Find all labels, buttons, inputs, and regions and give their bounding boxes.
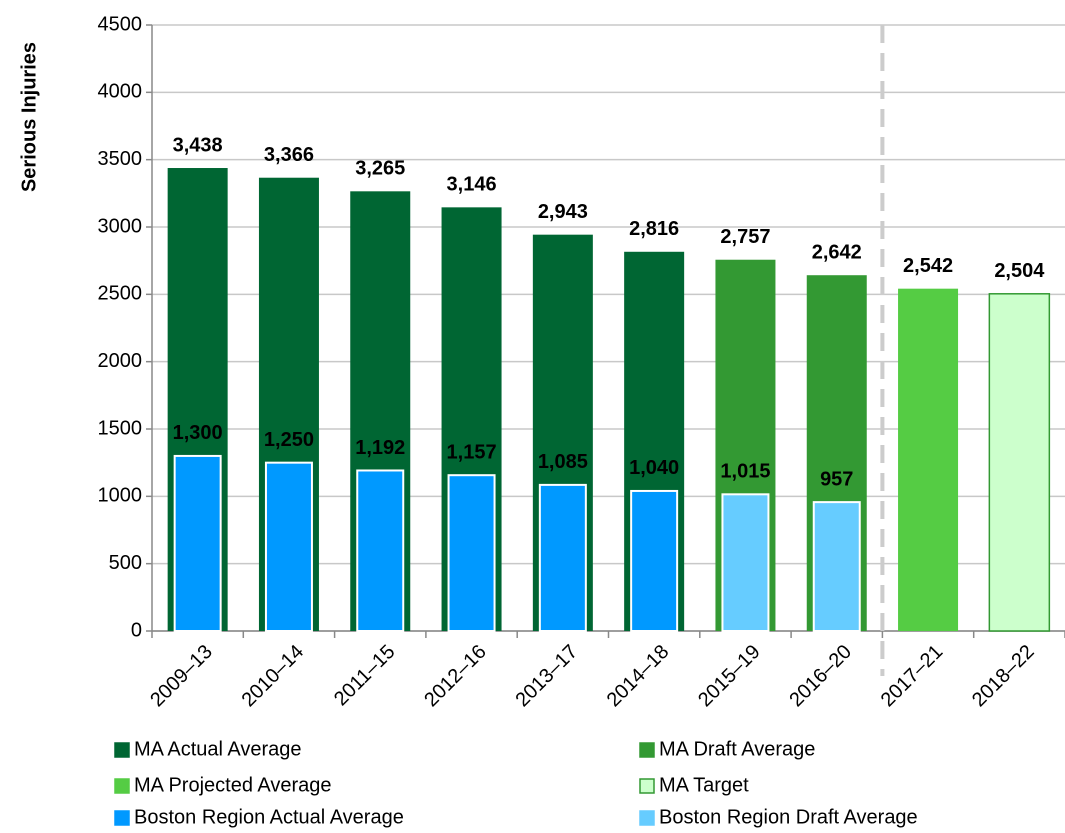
x-tick-label: 2011–15 bbox=[330, 641, 400, 711]
y-axis-title: Serious Injuries bbox=[18, 42, 40, 192]
y-tick-label: 2000 bbox=[98, 350, 143, 372]
value-label: 1,250 bbox=[264, 429, 314, 451]
legend-swatch bbox=[639, 742, 655, 758]
x-tick-label: 2015–19 bbox=[694, 641, 765, 712]
y-tick-label: 4000 bbox=[98, 81, 143, 103]
x-tick-label: 2017–21 bbox=[877, 641, 948, 712]
legend-label: Boston Region Draft Average bbox=[659, 806, 918, 828]
x-tick-label: 2012–16 bbox=[420, 641, 491, 712]
x-tick-label: 2010–14 bbox=[238, 641, 309, 712]
legend-label: Boston Region Actual Average bbox=[134, 806, 404, 828]
value-label: 1,015 bbox=[720, 461, 770, 483]
value-label: 2,757 bbox=[720, 226, 770, 248]
y-tick-label: 0 bbox=[131, 619, 142, 641]
value-label: 3,438 bbox=[173, 134, 223, 156]
bar bbox=[356, 469, 405, 632]
bar bbox=[173, 454, 222, 632]
bar bbox=[721, 493, 770, 632]
value-label: 1,192 bbox=[355, 437, 405, 459]
y-tick-label: 1500 bbox=[98, 417, 143, 439]
y-tick-label: 3000 bbox=[98, 215, 143, 237]
legend-label: MA Actual Average bbox=[134, 738, 302, 760]
bar bbox=[630, 489, 679, 632]
legend-swatch bbox=[114, 778, 130, 794]
bar bbox=[447, 474, 496, 632]
x-tick-label: 2014–18 bbox=[603, 641, 674, 712]
x-tick-label: 2016–20 bbox=[785, 641, 856, 712]
bar bbox=[898, 288, 959, 631]
legend-label: MA Draft Average bbox=[659, 738, 815, 760]
y-tick-label: 2500 bbox=[98, 283, 143, 305]
value-label: 1,040 bbox=[629, 457, 679, 479]
value-label: 2,542 bbox=[903, 255, 953, 277]
value-label: 3,146 bbox=[447, 174, 497, 196]
value-label: 2,816 bbox=[629, 218, 679, 240]
bar bbox=[988, 293, 1051, 632]
legend-swatch bbox=[114, 810, 130, 826]
y-tick-label: 1000 bbox=[98, 485, 143, 507]
legend-label: MA Target bbox=[659, 774, 749, 796]
bar bbox=[812, 501, 861, 632]
value-label: 1,157 bbox=[447, 441, 497, 463]
legend-swatch bbox=[639, 778, 655, 794]
value-label: 2,642 bbox=[812, 241, 862, 263]
value-label: 2,504 bbox=[994, 260, 1045, 282]
x-tick-label: 2009–13 bbox=[146, 641, 217, 712]
x-tick-label: 2013–17 bbox=[511, 641, 582, 712]
bar bbox=[538, 483, 587, 632]
legend-swatch bbox=[114, 742, 130, 758]
x-tick-label: 2018–22 bbox=[968, 641, 1039, 712]
y-tick-label: 3500 bbox=[98, 148, 143, 170]
bar bbox=[264, 461, 313, 632]
value-label: 957 bbox=[820, 468, 853, 490]
y-tick-label: 500 bbox=[109, 552, 142, 574]
value-label: 1,300 bbox=[173, 422, 223, 444]
value-label: 2,943 bbox=[538, 201, 588, 223]
value-label: 3,366 bbox=[264, 144, 314, 166]
value-label: 3,265 bbox=[355, 158, 405, 180]
value-label: 1,085 bbox=[538, 451, 588, 473]
legend-label: MA Projected Average bbox=[134, 774, 332, 796]
y-tick-label: 4500 bbox=[98, 13, 143, 35]
legend-swatch bbox=[639, 810, 655, 826]
